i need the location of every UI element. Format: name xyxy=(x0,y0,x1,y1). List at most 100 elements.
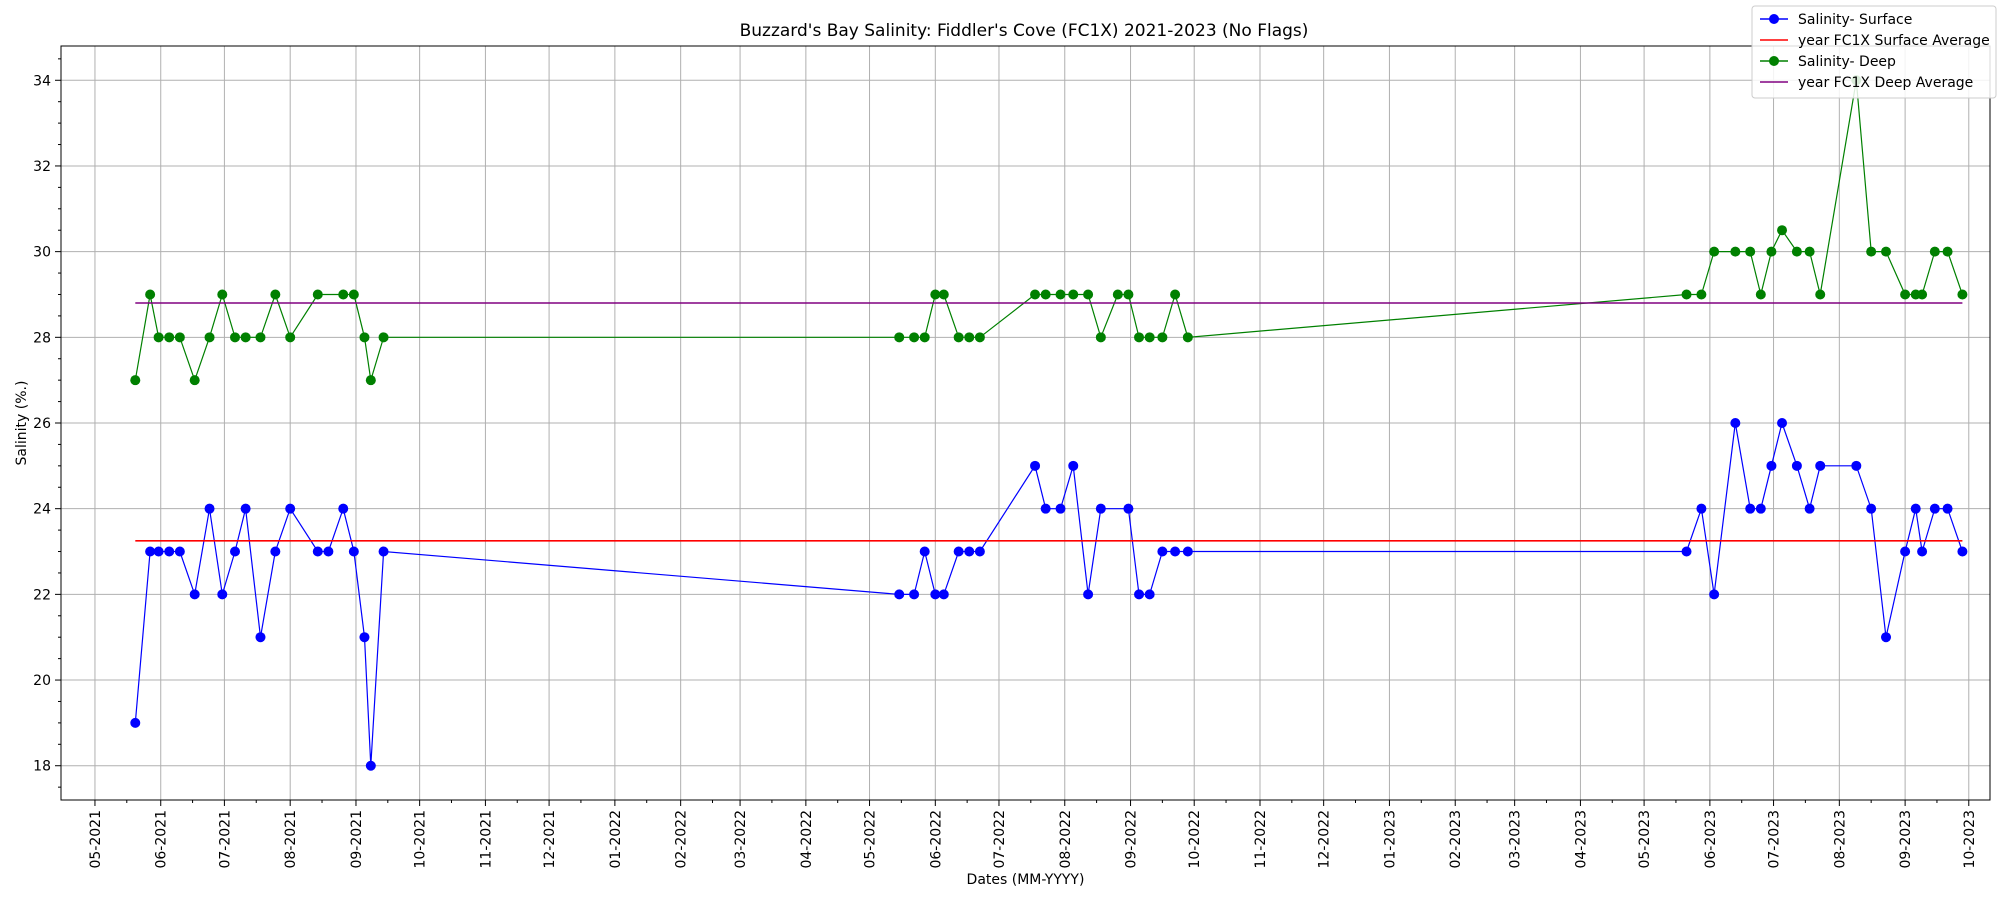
data-point xyxy=(1851,460,1862,471)
data-point xyxy=(189,589,200,600)
data-point xyxy=(1157,546,1168,557)
data-point xyxy=(1182,332,1193,343)
data-point xyxy=(1095,332,1106,343)
data-point xyxy=(378,546,389,557)
data-point xyxy=(189,375,200,386)
data-point xyxy=(1910,503,1921,514)
data-point xyxy=(217,289,228,300)
data-point xyxy=(1123,289,1134,300)
data-point xyxy=(1866,246,1877,257)
data-point xyxy=(285,503,296,514)
x-tick-label: 06-2022 xyxy=(928,810,944,869)
data-point xyxy=(974,332,985,343)
data-point xyxy=(1900,289,1911,300)
series-layer xyxy=(130,75,1968,771)
x-tick-label: 03-2023 xyxy=(1508,810,1524,869)
data-point xyxy=(1777,225,1788,236)
data-point xyxy=(1815,289,1826,300)
data-point xyxy=(145,289,156,300)
data-point xyxy=(1709,589,1720,600)
data-point xyxy=(953,546,964,557)
data-point xyxy=(1942,503,1953,514)
data-point xyxy=(909,332,920,343)
data-point xyxy=(230,332,241,343)
data-point xyxy=(359,332,370,343)
y-tick-label: 32 xyxy=(33,159,51,175)
data-point xyxy=(1182,546,1193,557)
data-point xyxy=(1040,503,1051,514)
x-tick-label: 04-2022 xyxy=(799,810,815,869)
x-axis-label: Dates (MM-YYYY) xyxy=(967,872,1085,888)
data-point xyxy=(130,375,141,386)
data-point xyxy=(964,332,975,343)
x-tick-label: 07-2023 xyxy=(1767,810,1783,869)
x-tick-label: 03-2022 xyxy=(733,810,749,869)
data-point xyxy=(1696,289,1707,300)
data-point xyxy=(1755,503,1766,514)
x-tick-label: 09-2023 xyxy=(1898,810,1914,869)
x-tick-label: 02-2022 xyxy=(674,810,690,869)
y-tick-label: 30 xyxy=(33,245,51,261)
data-point xyxy=(1170,546,1181,557)
x-tick-label: 01-2022 xyxy=(608,810,624,869)
data-point xyxy=(240,503,251,514)
data-point xyxy=(1929,246,1940,257)
data-point xyxy=(1123,503,1134,514)
data-point xyxy=(1068,289,1079,300)
x-tick-label: 08-2022 xyxy=(1058,810,1074,869)
x-tick-label: 10-2022 xyxy=(1187,810,1203,869)
x-tick-label: 09-2021 xyxy=(349,810,365,869)
data-point xyxy=(919,332,930,343)
data-point xyxy=(348,289,359,300)
data-point xyxy=(204,503,215,514)
data-point xyxy=(938,289,949,300)
y-tick-label: 26 xyxy=(33,416,51,432)
data-point xyxy=(230,546,241,557)
y-axis: 18 20 22 24 26 28 30 32 34 xyxy=(33,58,61,788)
data-point xyxy=(1030,460,1041,471)
data-point xyxy=(1055,289,1066,300)
data-point xyxy=(1791,246,1802,257)
data-point xyxy=(270,546,281,557)
data-point xyxy=(285,332,296,343)
data-point xyxy=(338,289,349,300)
legend: Salinity- Surface year FC1X Surface Avera… xyxy=(1751,5,1997,99)
data-point xyxy=(348,546,359,557)
x-tick-label: 08-2021 xyxy=(283,810,299,869)
data-point xyxy=(1134,589,1145,600)
y-tick-label: 24 xyxy=(33,502,51,518)
data-point xyxy=(1068,460,1079,471)
data-point xyxy=(1681,289,1692,300)
data-point xyxy=(145,546,156,557)
data-point xyxy=(1777,418,1788,428)
data-point xyxy=(312,546,323,557)
data-point xyxy=(1791,460,1802,471)
x-tick-label: 07-2022 xyxy=(992,810,1008,869)
x-tick-label: 01-2023 xyxy=(1382,810,1398,869)
x-tick-label: 09-2022 xyxy=(1124,810,1140,869)
y-tick-label: 20 xyxy=(33,673,51,689)
legend-entry: Salinity- Deep xyxy=(1798,54,1896,70)
legend-box xyxy=(1751,5,1997,99)
data-point xyxy=(1881,632,1892,643)
x-tick-label: 02-2023 xyxy=(1448,810,1464,869)
data-point xyxy=(1730,418,1741,428)
data-point xyxy=(1709,246,1720,257)
data-point xyxy=(1866,503,1877,514)
data-point xyxy=(255,632,266,643)
data-point xyxy=(240,332,251,343)
data-point xyxy=(378,332,389,343)
x-tick-label: 12-2021 xyxy=(542,810,558,869)
data-point xyxy=(938,589,949,600)
data-point xyxy=(1730,246,1741,257)
data-point xyxy=(1745,246,1756,257)
data-point xyxy=(164,546,175,557)
legend-swatch-marker xyxy=(1769,56,1779,66)
data-point xyxy=(1755,289,1766,300)
x-tick-label: 08-2023 xyxy=(1832,810,1848,869)
data-point xyxy=(974,546,985,557)
data-point xyxy=(1112,289,1123,300)
data-point xyxy=(930,289,941,300)
x-tick-label: 10-2021 xyxy=(413,810,429,869)
data-point xyxy=(1030,289,1041,300)
